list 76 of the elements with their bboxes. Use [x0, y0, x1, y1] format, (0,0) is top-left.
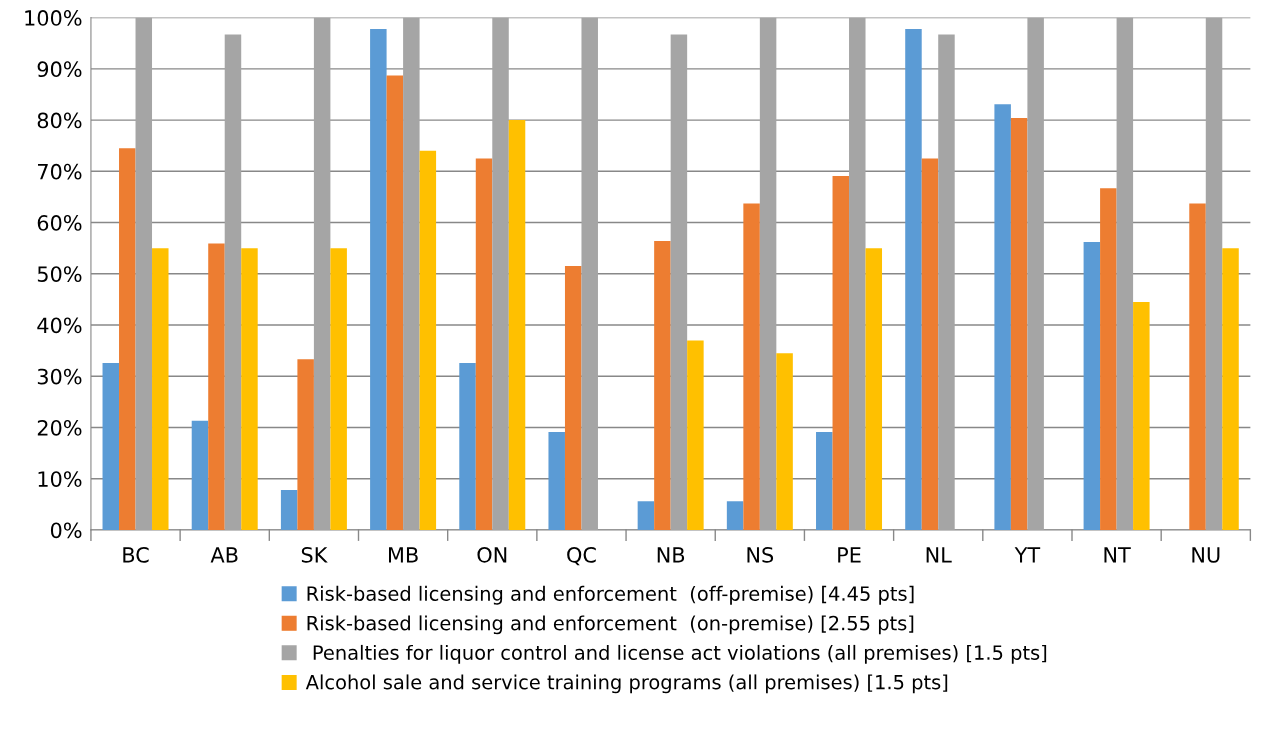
y-tick-label: 50% — [37, 266, 82, 282]
bar — [849, 17, 866, 530]
x-tick-label: PE — [838, 547, 861, 563]
x-tick-label: MB — [389, 547, 418, 563]
bar — [1116, 17, 1134, 530]
y-tick-label: 60% — [37, 215, 82, 231]
bar — [386, 75, 404, 530]
bar — [403, 17, 420, 530]
bar — [994, 104, 1011, 530]
bar — [280, 489, 298, 530]
x-tick-label: YT — [1014, 547, 1041, 563]
bar — [564, 266, 582, 530]
bar — [135, 17, 153, 530]
bar — [152, 248, 169, 530]
legend-label: Risk-based licensing and enforcement (off-premise) [4.45 pts] — [307, 585, 914, 605]
x-tick-label: BC — [123, 546, 149, 563]
y-tick-label: 0% — [50, 522, 82, 539]
legend-label: Alcohol sale and service training programs (all premises) [1.5 pts] — [305, 674, 948, 694]
bar — [1083, 242, 1101, 530]
bar — [419, 150, 437, 530]
bar — [241, 248, 258, 530]
bar — [492, 17, 509, 530]
bar — [297, 359, 314, 530]
bar — [726, 501, 744, 530]
bar — [938, 34, 955, 530]
bar — [759, 17, 777, 530]
bar — [548, 432, 565, 530]
bar — [1010, 118, 1028, 530]
x-tick-label: NL — [926, 547, 952, 563]
y-tick-label: 70% — [38, 163, 82, 180]
bar — [654, 240, 671, 530]
y-tick-label: 20% — [37, 419, 82, 436]
x-tick-label: AB — [210, 547, 238, 563]
bar — [637, 501, 655, 530]
bar — [776, 353, 793, 530]
bar — [670, 34, 688, 530]
legend-label: Penalties for liquor control and license act violations (all premises) [1.5 pts] — [313, 644, 1047, 664]
bar — [921, 158, 939, 530]
y-tick-label: 30% — [37, 368, 82, 385]
x-tick-label: NB — [657, 547, 685, 563]
y-tick-label: 90% — [37, 61, 82, 78]
bar — [905, 28, 922, 530]
y-tick-label: 10% — [38, 471, 82, 487]
bar — [1205, 17, 1223, 530]
bar — [102, 362, 120, 530]
bar — [832, 175, 850, 530]
bar — [1027, 17, 1044, 530]
x-tick-label: NT — [1104, 547, 1131, 563]
bar — [370, 28, 387, 530]
bar — [508, 120, 526, 530]
bar — [208, 243, 225, 530]
x-tick-label: QC — [567, 546, 596, 566]
bar — [313, 17, 331, 530]
bar — [1100, 188, 1117, 530]
bar — [459, 362, 476, 530]
bar — [475, 158, 493, 530]
bar — [1189, 203, 1206, 530]
bar — [865, 248, 883, 530]
y-tick-label: 100% — [25, 10, 82, 26]
bar — [191, 420, 209, 530]
legend-label: Risk-based licensing and enforcement (on-premise) [2.55 pts] — [307, 615, 914, 635]
y-tick-label: 80% — [37, 112, 82, 129]
bar — [687, 340, 704, 530]
bar — [119, 148, 136, 530]
bar — [1133, 301, 1150, 530]
bar — [1222, 248, 1239, 530]
x-tick-label: NS — [747, 546, 774, 563]
y-tick-label: 40% — [37, 317, 82, 334]
bar — [330, 248, 347, 530]
bar — [224, 34, 242, 530]
x-tick-label: SK — [301, 546, 328, 563]
x-tick-label: NU — [1192, 547, 1220, 563]
bar — [743, 203, 760, 530]
x-tick-label: ON — [477, 546, 507, 563]
bar — [581, 17, 598, 530]
bar — [816, 432, 833, 530]
